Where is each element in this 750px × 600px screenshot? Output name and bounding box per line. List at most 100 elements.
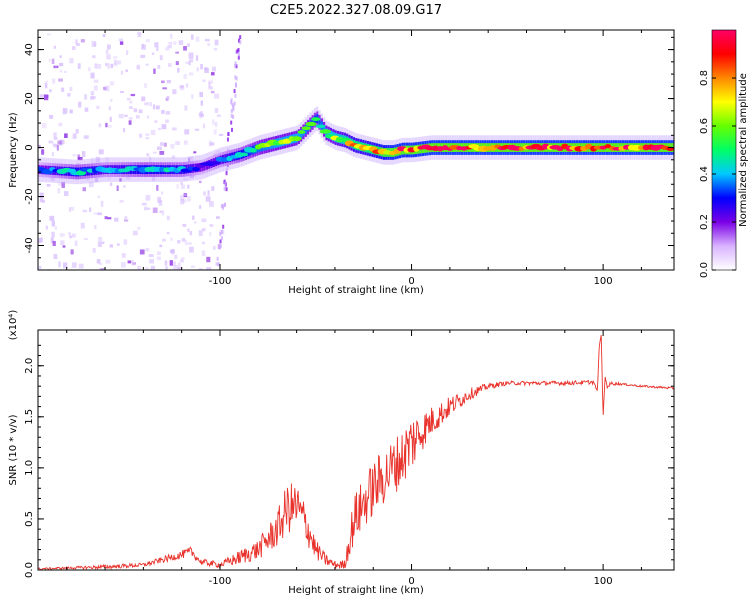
- snr-x-axis: -100 0 100: [66, 330, 642, 587]
- spectrogram-noise-cell: [117, 243, 120, 246]
- spectrogram-noise-cell: [43, 94, 49, 101]
- spectrogram-noise-cell: [123, 185, 126, 188]
- spectrogram-noise-cell: [212, 119, 215, 125]
- spectrogram-noise-cell: [145, 136, 150, 140]
- spectrogram-noise-cell: [199, 115, 203, 119]
- spectrogram-noise-cell: [213, 47, 218, 51]
- spectrogram-noise-cell: [38, 238, 42, 243]
- spectrogram-noise-cell: [170, 237, 173, 241]
- spectrogram-noise-cell: [38, 265, 42, 269]
- spectrogram-noise-cell: [89, 95, 95, 100]
- spectrogram-noise-cell: [56, 144, 59, 151]
- spectrogram-noise-cell: [63, 191, 69, 196]
- spectrogram-noise-cell: [48, 58, 51, 63]
- spectrogram-streak-cell: [218, 245, 221, 250]
- spectrogram-noise-cell: [97, 241, 102, 247]
- spectrogram-noise-cell: [123, 239, 128, 245]
- spectrogram-noise-cell: [164, 260, 168, 266]
- spectrogram-streak-cell: [230, 113, 233, 118]
- spectrogram-noise-cell: [70, 249, 74, 255]
- spectrogram-noise-cell: [105, 122, 108, 128]
- spectrogram-noise-cell: [213, 129, 217, 135]
- spectrogram-noise-cell: [109, 244, 113, 248]
- spectrogram-noise-cell: [108, 125, 112, 128]
- spectrogram-noise-cell: [94, 225, 97, 230]
- spectrogram-noise-cell: [151, 52, 155, 55]
- spectrogram-noise-cell: [168, 41, 173, 45]
- spectrogram-noise-cell: [96, 259, 101, 264]
- spectrogram-noise-cell: [54, 226, 58, 230]
- spectrogram-streak-cell: [219, 244, 222, 249]
- y-tick-label: -40: [24, 237, 35, 253]
- spectrogram-noise-cell: [214, 108, 219, 113]
- spectrogram-noise-cell: [109, 116, 112, 122]
- spectrogram-noise-cell: [169, 260, 173, 266]
- spectrogram-streak-cell: [223, 202, 226, 207]
- spectrogram-noise-cell: [156, 184, 159, 191]
- spectrogram-noise-cell: [144, 206, 148, 211]
- spectrogram-noise-cell: [127, 260, 132, 264]
- spectrogram-ridge-cell: [301, 126, 311, 131]
- spectrogram-noise-cell: [49, 215, 55, 221]
- spectrogram-noise-cell: [209, 224, 214, 227]
- spectrogram-noise-cell: [52, 78, 56, 84]
- spectrogram-noise-cell: [121, 262, 126, 268]
- spectrogram-noise-cell: [141, 96, 146, 102]
- spectrogram-noise-cell: [160, 191, 164, 195]
- spectrogram-noise-cell: [49, 115, 54, 119]
- spectrogram-noise-cell: [149, 259, 154, 264]
- spectrogram-noise-cell: [62, 108, 68, 114]
- spectrogram-streak-cell: [230, 108, 233, 113]
- spectrogram-noise-cell: [116, 185, 119, 191]
- spectrogram-noise-cell: [119, 200, 124, 203]
- spectrogram-noise-cell: [166, 231, 170, 235]
- spectrogram-noise-cell: [51, 58, 55, 64]
- spectrogram-noise-cell: [128, 120, 132, 125]
- spectrogram-noise-cell: [98, 267, 102, 270]
- y-tick-label: 2.0: [24, 358, 35, 374]
- spectrogram-noise-cell: [175, 141, 180, 145]
- spectrogram-noise-cell: [120, 70, 124, 75]
- spectrogram-noise-cell: [72, 133, 77, 139]
- spectrogram-mid-cell: [318, 117, 321, 127]
- spectrogram-noise-cell: [156, 251, 161, 256]
- spectrogram-noise-cell: [209, 232, 212, 236]
- spectrogram-noise-cell: [173, 41, 177, 46]
- spectrogram-noise-cell: [152, 207, 158, 213]
- spectrogram-noise-cell: [208, 201, 214, 207]
- spectrogram-noise-cell: [120, 90, 125, 93]
- spectrogram-noise-cell: [189, 57, 194, 63]
- spectrogram-noise-cell: [159, 244, 163, 248]
- spectrogram-noise-cell: [166, 79, 171, 84]
- spectrogram-noise-cell: [199, 92, 204, 98]
- spectrogram-noise-cell: [132, 230, 138, 236]
- spectrogram-noise-cell: [190, 34, 194, 40]
- spectrogram-noise-cell: [97, 195, 100, 199]
- spectrogram-noise-cell: [140, 54, 146, 59]
- spectrogram-noise-cell: [126, 50, 129, 55]
- spectrogram-noise-cell: [88, 67, 91, 72]
- colorbar-tick-label: 0.0: [699, 262, 710, 278]
- spectrogram-noise-cell: [211, 186, 215, 191]
- spectrogram-noise-cell: [136, 65, 141, 70]
- spectrogram-noise-cell: [119, 41, 124, 45]
- spectrogram-noise-cell: [59, 69, 63, 73]
- spectrogram-noise-cell: [93, 85, 98, 91]
- spectrogram-noise-cell: [216, 216, 220, 219]
- spectrogram-noise-cell: [170, 33, 173, 39]
- spectrogram-noise-cell: [177, 240, 181, 244]
- spectrogram-streak-cell: [233, 89, 236, 94]
- spectrogram-noise-cell: [150, 265, 155, 270]
- spectrogram-streak-cell: [232, 107, 235, 112]
- spectrogram-noise-cell: [189, 231, 193, 236]
- spectrogram-noise-cell: [124, 114, 128, 117]
- spectrogram-noise-cell: [74, 240, 78, 247]
- spectrogram-noise-cell: [63, 262, 68, 269]
- spectrogram-noise-cell: [165, 119, 169, 123]
- spectrogram-noise-cell: [63, 70, 67, 73]
- spectrogram-noise-cell: [187, 196, 191, 202]
- spectrogram-noise-cell: [203, 191, 206, 196]
- spectrogram-noise-cell: [185, 83, 189, 88]
- spectrogram-noise-cell: [206, 267, 212, 270]
- spectrogram-noise-cell: [212, 245, 216, 250]
